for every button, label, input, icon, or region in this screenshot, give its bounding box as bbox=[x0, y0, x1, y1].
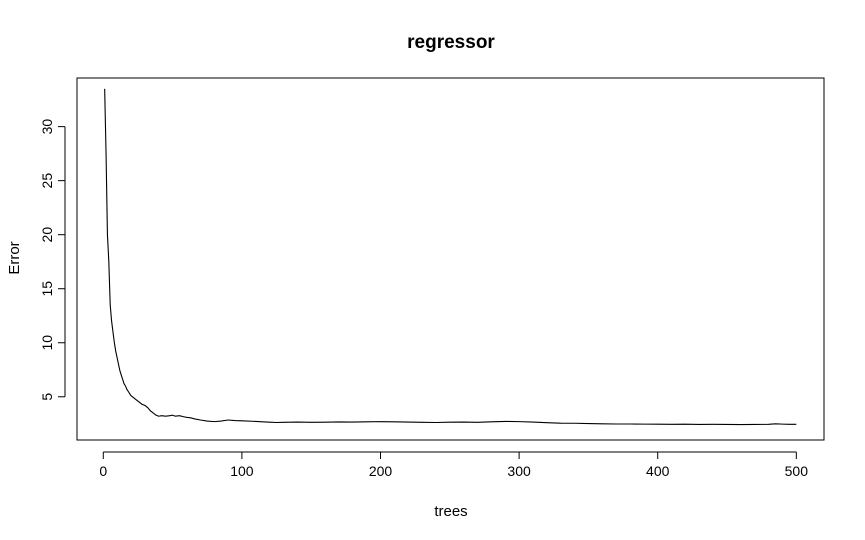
chart-title: regressor bbox=[407, 32, 495, 53]
x-tick-label: 500 bbox=[785, 463, 809, 479]
y-axis: 5 10 15 20 25 30 bbox=[39, 119, 66, 401]
y-tick-label: 25 bbox=[39, 173, 55, 189]
x-tick-label: 200 bbox=[369, 463, 393, 479]
y-tick-label: 30 bbox=[39, 119, 55, 135]
x-tick-label: 0 bbox=[99, 463, 107, 479]
x-tick-label: 400 bbox=[646, 463, 670, 479]
error-series-line bbox=[104, 88, 797, 426]
x-axis-label: trees bbox=[434, 503, 467, 520]
x-tick-label: 300 bbox=[507, 463, 531, 479]
y-tick-label: 20 bbox=[39, 227, 55, 243]
y-tick-label: 10 bbox=[39, 335, 55, 351]
y-tick-label: 5 bbox=[39, 393, 55, 401]
x-axis: 0 100 200 300 400 500 bbox=[99, 451, 809, 479]
y-tick-label: 15 bbox=[39, 281, 55, 297]
y-axis-label: Error bbox=[6, 241, 23, 274]
plot-frame bbox=[76, 77, 825, 441]
x-tick-label: 100 bbox=[230, 463, 254, 479]
